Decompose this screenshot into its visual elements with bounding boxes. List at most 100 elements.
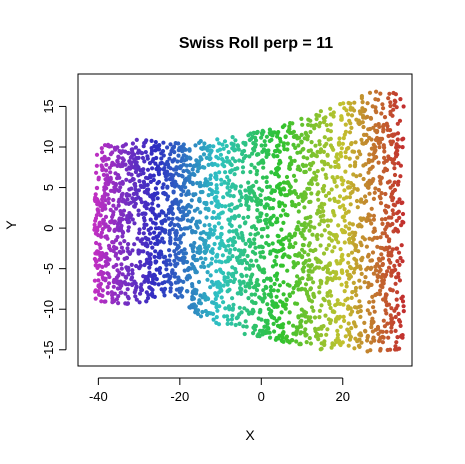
scatter-point: [201, 260, 206, 265]
scatter-point: [95, 249, 100, 254]
scatter-point: [202, 242, 207, 247]
scatter-point: [317, 290, 322, 295]
scatter-point: [206, 206, 211, 211]
scatter-point: [181, 232, 186, 237]
scatter-point: [239, 230, 244, 236]
scatter-point: [401, 304, 406, 309]
scatter-point: [203, 294, 208, 299]
scatter-point: [377, 124, 382, 129]
scatter-point: [330, 249, 335, 254]
scatter-point: [335, 315, 340, 320]
scatter-point: [151, 277, 156, 282]
scatter-point: [362, 200, 367, 205]
scatter-point: [171, 190, 176, 195]
scatter-point: [154, 234, 159, 239]
scatter-point: [384, 121, 389, 126]
scatter-point: [240, 170, 246, 175]
scatter-point: [340, 182, 345, 187]
scatter-point: [174, 287, 179, 292]
scatter-point: [197, 184, 202, 189]
scatter-point: [302, 236, 307, 241]
scatter-point: [159, 287, 164, 292]
scatter-point: [277, 149, 282, 154]
scatter-point: [386, 96, 391, 101]
scatter-point: [299, 116, 304, 121]
scatter-point: [272, 273, 278, 278]
y-tick-label: -5: [41, 263, 56, 275]
scatter-point: [141, 179, 146, 184]
scatter-point: [309, 305, 315, 310]
scatter-point: [334, 271, 339, 277]
scatter-point: [208, 273, 213, 278]
scatter-point: [373, 186, 378, 191]
scatter-point: [304, 340, 309, 345]
scatter-point: [339, 154, 344, 159]
scatter-point: [146, 237, 151, 242]
scatter-point: [396, 161, 401, 166]
scatter-point: [225, 185, 230, 190]
scatter-point: [145, 296, 151, 301]
scatter-point: [333, 276, 339, 281]
scatter-point: [274, 304, 279, 309]
scatter-point: [173, 141, 178, 146]
scatter-point: [389, 319, 394, 324]
scatter-point: [250, 272, 255, 277]
scatter-point: [175, 216, 180, 221]
scatter-point: [100, 194, 105, 199]
scatter-point: [208, 249, 213, 254]
scatter-point: [130, 217, 135, 222]
scatter-point: [232, 235, 237, 240]
scatter-point: [241, 215, 246, 220]
scatter-point: [249, 292, 254, 297]
scatter-point: [213, 296, 218, 302]
scatter-point: [94, 170, 99, 175]
scatter-point: [361, 176, 366, 182]
scatter-point: [129, 262, 134, 267]
scatter-point: [376, 187, 381, 193]
x-tick-label: 20: [336, 389, 350, 404]
scatter-point: [111, 210, 116, 215]
scatter-point: [212, 241, 217, 247]
scatter-point: [172, 223, 177, 228]
scatter-point: [312, 315, 318, 320]
scatter-point: [331, 269, 336, 274]
scatter-point: [263, 324, 268, 329]
scatter-point: [180, 205, 186, 210]
scatter-point: [217, 202, 222, 207]
scatter-point: [188, 204, 193, 209]
scatter-point: [274, 294, 279, 299]
scatter-point: [230, 306, 235, 311]
scatter-point: [257, 295, 262, 300]
scatter-point: [378, 245, 383, 250]
scatter-point: [384, 234, 389, 239]
scatter-point: [213, 171, 218, 176]
scatter-point: [108, 248, 113, 253]
scatter-point: [345, 269, 350, 274]
scatter-point: [132, 290, 137, 295]
scatter-point: [309, 153, 314, 158]
scatter-point: [204, 155, 209, 160]
scatter-point: [173, 252, 178, 257]
scatter-point: [205, 312, 210, 317]
scatter-point: [307, 199, 312, 205]
scatter-point: [284, 297, 289, 302]
scatter-point: [265, 234, 270, 239]
scatter-point: [125, 301, 130, 306]
scatter-point: [390, 132, 396, 137]
scatter-point: [289, 338, 295, 343]
scatter-point: [93, 216, 99, 221]
scatter-point: [233, 186, 238, 191]
scatter-point: [103, 234, 108, 239]
scatter-point: [313, 328, 318, 334]
scatter-point: [214, 305, 219, 310]
scatter-point: [137, 300, 142, 305]
scatter-point: [225, 175, 230, 180]
scatter-point: [225, 282, 230, 287]
scatter-point: [106, 142, 111, 147]
chart-title: Swiss Roll perp = 11: [179, 35, 333, 52]
scatter-point: [249, 162, 254, 167]
scatter-point: [324, 123, 329, 128]
scatter-point: [260, 329, 265, 334]
scatter-point: [377, 137, 382, 142]
scatter-point: [373, 268, 379, 273]
